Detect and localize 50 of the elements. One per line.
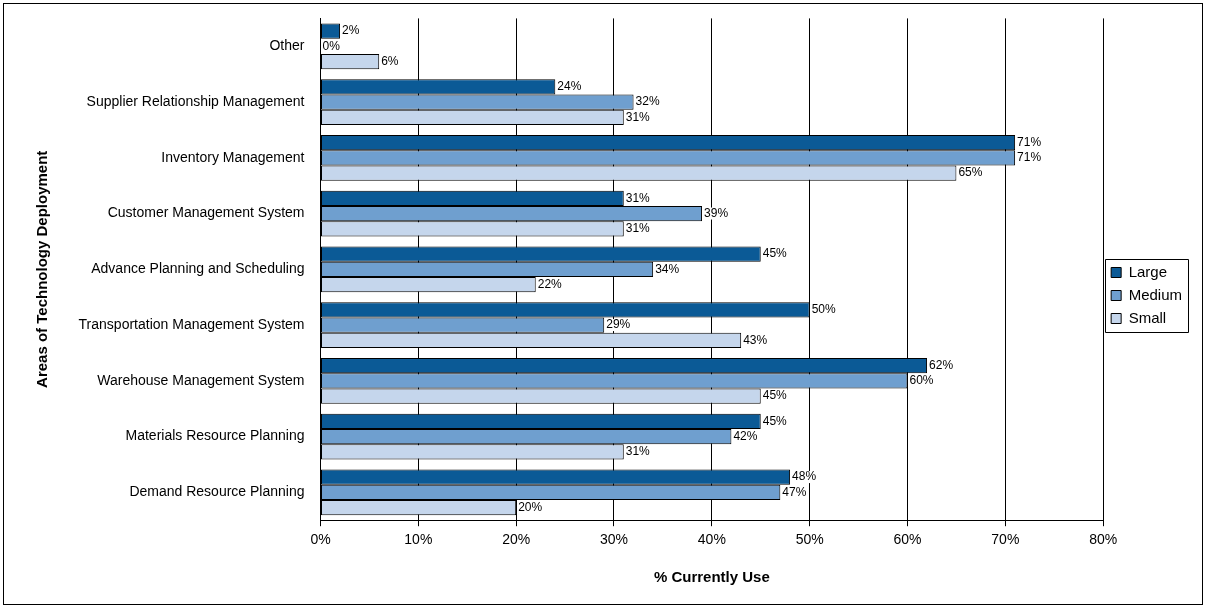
x-tick-label: 20% (502, 531, 531, 548)
x-tick-label: 40% (697, 531, 726, 548)
data-label: 65% (958, 165, 983, 180)
y-tick-label: Other (269, 37, 305, 54)
legend-label: Medium (1128, 285, 1183, 303)
x-tick-label: 30% (599, 531, 629, 548)
y-tick-label: Advance Planning and Scheduling (91, 260, 305, 277)
y-tick-label: Inventory Management (161, 148, 305, 165)
data-label: 45% (762, 413, 788, 428)
x-tick-label: 60% (893, 531, 922, 548)
x-tick-label: 0% (310, 531, 331, 548)
y-tick-label: Supplier Relationship Management (86, 92, 305, 109)
x-tick-label: 10% (404, 531, 433, 548)
data-label: 47% (782, 484, 807, 499)
data-label: 31% (625, 109, 651, 124)
data-label: 43% (743, 332, 768, 347)
data-label: 45% (762, 388, 788, 403)
data-label: 45% (762, 246, 788, 261)
y-tick-label: Warehouse Management System (97, 371, 305, 388)
data-label: 2% (342, 23, 360, 38)
data-label: 71% (1017, 150, 1042, 165)
y-tick-label: Transportation Management System (78, 315, 305, 332)
data-label: 48% (792, 469, 817, 484)
data-label: 42% (733, 428, 758, 443)
data-label: 20% (518, 499, 543, 514)
data-label: 34% (655, 261, 680, 276)
data-label: 29% (606, 317, 631, 332)
legend-label: Large (1128, 262, 1168, 280)
legend-label: Small (1128, 308, 1167, 326)
data-label: 50% (811, 302, 836, 317)
y-tick-label: Customer Management System (107, 204, 305, 221)
data-label: 22% (537, 276, 563, 291)
x-tick-label: 80% (1089, 531, 1118, 548)
data-label: 71% (1017, 134, 1042, 149)
data-label: 24% (557, 79, 582, 94)
data-label: 31% (625, 444, 651, 459)
data-label: 0% (322, 38, 341, 53)
y-tick-label: Demand Resource Planning (129, 483, 305, 500)
data-label: 60% (909, 373, 934, 388)
x-tick-label: 70% (991, 531, 1020, 548)
x-axis-title: % Currently Use (653, 568, 770, 586)
data-label: 32% (635, 94, 660, 109)
y-tick-label: Materials Resource Planning (125, 427, 305, 444)
data-label: 31% (625, 221, 651, 236)
data-label: 39% (704, 205, 729, 220)
data-label: 62% (929, 357, 954, 372)
y-axis-title: Areas of Technology Deployment (33, 150, 51, 388)
data-label: 6% (381, 53, 399, 68)
data-label: 31% (625, 190, 651, 205)
x-tick-label: 50% (795, 531, 824, 548)
